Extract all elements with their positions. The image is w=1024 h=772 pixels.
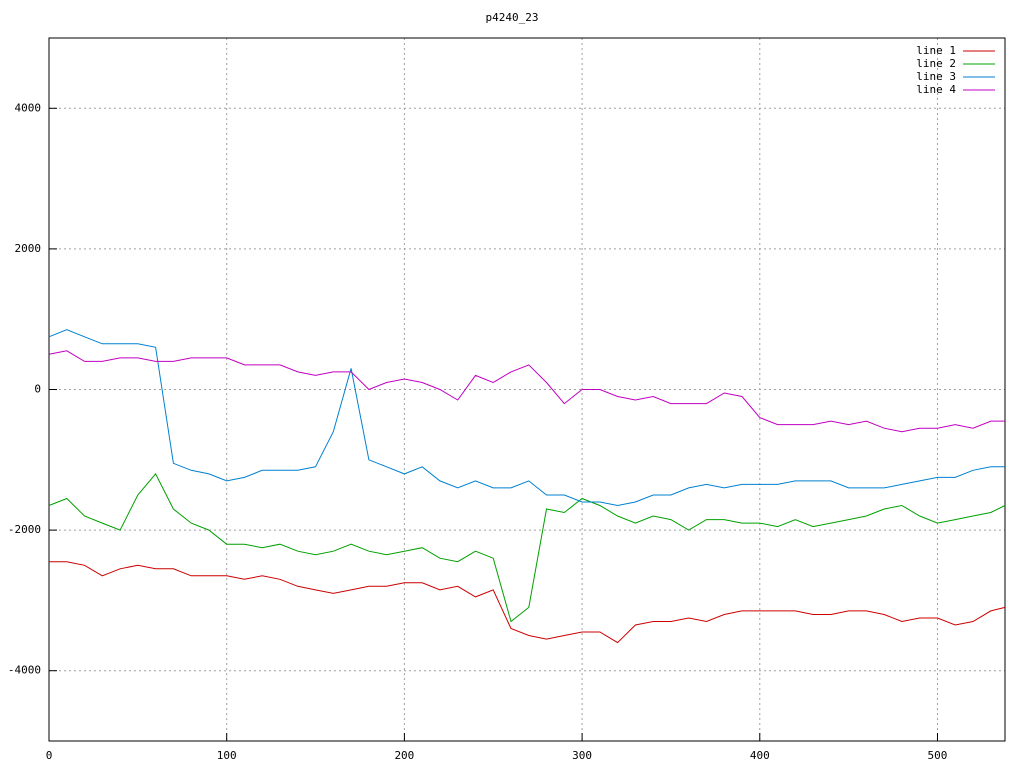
plot-border — [48, 37, 1006, 742]
series-line — [48, 350, 1005, 433]
x-tick-label: 0 — [46, 749, 53, 762]
legend-label: line 2 — [916, 57, 956, 70]
y-tick-label: 2000 — [15, 242, 42, 255]
legend-label: line 4 — [916, 83, 956, 96]
y-tick-label: 4000 — [15, 101, 42, 114]
series-line — [49, 561, 1006, 644]
y-tick-label: -4000 — [8, 664, 41, 677]
y-tick-label: -2000 — [8, 523, 41, 536]
x-tick-label: 400 — [750, 749, 770, 762]
y-tick-label: 0 — [34, 383, 41, 396]
chart-title: p4240_23 — [486, 11, 539, 24]
x-tick-label: 100 — [217, 749, 237, 762]
x-tick-label: 500 — [928, 749, 948, 762]
series-line — [48, 329, 1005, 507]
legend-label: line 3 — [916, 70, 956, 83]
x-tick-label: 200 — [394, 749, 414, 762]
series-line — [48, 473, 1006, 623]
legend-label: line 1 — [916, 44, 956, 57]
x-tick-label: 300 — [572, 749, 592, 762]
